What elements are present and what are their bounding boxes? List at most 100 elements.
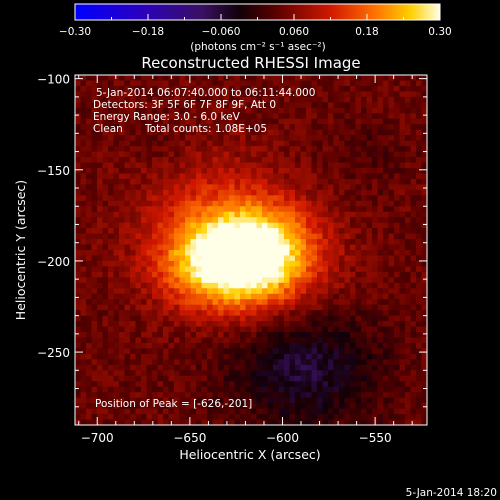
heatmap-cell [97,157,104,164]
heatmap-cell [405,348,412,355]
heatmap-cell [289,189,296,196]
heatmap-cell [377,353,384,360]
heatmap-cell [333,332,340,339]
heatmap-cell [295,386,302,393]
heatmap-cell [322,321,329,328]
heatmap-cell [223,135,230,142]
heatmap-cell [278,250,285,257]
heatmap-cell [245,304,252,311]
heatmap-cell [383,310,390,317]
heatmap-cell [108,392,115,399]
heatmap-cell [80,239,87,246]
heatmap-cell [196,315,203,322]
heatmap-cell [322,85,329,93]
heatmap-cell [234,419,241,425]
heatmap-cell [256,332,263,339]
heatmap-cell [146,244,153,251]
heatmap-cell [328,304,335,311]
heatmap-cell [251,353,258,360]
heatmap-cell [108,288,115,295]
heatmap-cell [80,118,87,125]
heatmap-cell [141,167,148,175]
heatmap-cell [339,239,346,246]
heatmap-cell [102,96,109,103]
heatmap-cell [361,419,368,425]
heatmap-cell [399,244,406,251]
heatmap-cell [130,85,137,93]
heatmap-cell [207,332,214,339]
heatmap-cell [130,277,137,284]
heatmap-cell [273,135,280,142]
heatmap-cell [196,107,203,114]
heatmap-cell [410,353,417,360]
heatmap-cell [267,75,274,82]
heatmap-cell [399,91,406,98]
heatmap-cell [284,195,291,202]
heatmap-cell [185,288,192,295]
heatmap-cell [366,419,373,425]
heatmap-cell [350,75,357,82]
heatmap-cell [333,113,340,120]
heatmap-cell [141,184,148,191]
heatmap-cell [322,80,329,87]
heatmap-cell [234,222,241,229]
heatmap-cell [295,293,302,300]
heatmap-cell [97,381,104,388]
heatmap-cell [339,282,346,289]
heatmap-cell [91,266,98,273]
heatmap-cell [152,342,159,350]
heatmap-cell [399,381,406,388]
heatmap-cell [218,102,225,109]
heatmap-cell [289,255,296,262]
heatmap-cell [218,342,225,350]
heatmap-cell [75,250,82,257]
heatmap-cell [350,96,357,103]
heatmap-cell [113,392,120,399]
heatmap-cell [306,310,313,317]
heatmap-cell [152,337,159,344]
heatmap-cell [394,414,401,421]
heatmap-cell [152,277,159,284]
heatmap-cell [179,173,186,180]
heatmap-cell [317,107,324,114]
heatmap-cell [119,233,126,240]
heatmap-cell [383,178,390,185]
colorbar-tick-label: −0.060 [202,26,241,38]
heatmap-cell [91,348,98,355]
heatmap-cell [399,271,406,278]
heatmap-cell [141,414,148,421]
heatmap-cell [278,151,285,158]
heatmap-cell [91,107,98,114]
heatmap-cell [295,370,302,377]
heatmap-cell [350,414,357,421]
heatmap-cell [416,211,423,218]
heatmap-cell [212,96,219,103]
heatmap-cell [278,91,285,98]
heatmap-cell [141,277,148,284]
heatmap-cell [212,107,219,114]
heatmap-cell [207,348,214,355]
heatmap-cell [229,85,236,93]
heatmap-cell [108,96,115,103]
heatmap-cell [278,80,285,87]
heatmap-cell [152,162,159,169]
heatmap-cell [399,386,406,393]
heatmap-cell [372,353,379,360]
heatmap-cell [372,206,379,213]
heatmap-cell [372,370,379,377]
heatmap-cell [168,293,175,300]
heatmap-cell [350,397,357,404]
heatmap-cell [185,364,192,371]
heatmap-cell [328,353,335,360]
heatmap-cell [196,195,203,202]
heatmap-cell [262,85,269,93]
heatmap-cell [130,370,137,377]
heatmap-cell [273,266,280,273]
heatmap-cell [311,151,318,158]
heatmap-cell [229,386,236,393]
heatmap-cell [311,299,318,306]
heatmap-cell [273,80,280,87]
heatmap-cell [366,107,373,114]
heatmap-cell [344,337,351,344]
heatmap-cell [86,408,93,415]
